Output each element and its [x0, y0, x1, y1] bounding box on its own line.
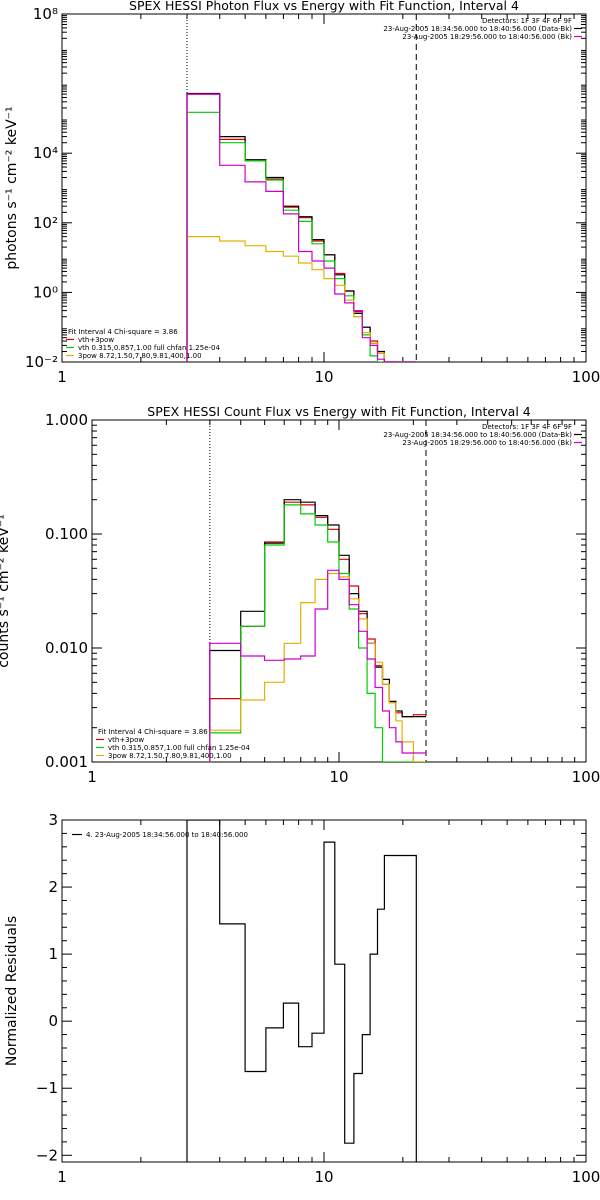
y-tick-label: 10² [33, 214, 58, 232]
chart-panel-2: SPEX HESSI Count Flux vs Energy with Fit… [0, 404, 600, 786]
series-group [186, 820, 417, 1162]
y-tick-label: −1 [36, 1079, 58, 1097]
y-tick-label: 3 [48, 811, 58, 829]
y-axis-label: counts s⁻¹ cm⁻² keV⁻¹ [0, 514, 12, 668]
y-tick-label: 0 [48, 1012, 58, 1030]
x-tick-label: 10 [329, 768, 348, 786]
legend-bottom-left-entry: vth 0.315,0.857,1.00 full chfan 1.25e-04 [78, 344, 220, 352]
legend-top-right-entry: 23-Aug-2005 18:34:56.000 to 18:40:56.000… [383, 431, 572, 439]
legend-top-right-entry: Detectors: 1F 3F 4F 6F 9F [482, 423, 572, 431]
legend-top-right-entry: Detectors: 1F 3F 4F 6F 9F [482, 17, 572, 25]
legend-bottom-left-entry: Fit Interval 4 Chi-square = 3.86 [68, 328, 178, 336]
y-tick-label: 10⁰ [33, 283, 58, 301]
y-tick-label: 1 [48, 945, 58, 963]
legend-bottom-left-entry: Fit Interval 4 Chi-square = 3.86 [98, 728, 208, 736]
series-line-yellow [209, 572, 426, 762]
legend-bottom-left-entry: vth 0.315,0.857,1.00 full chfan 1.25e-04 [108, 744, 250, 752]
series-line-green [186, 111, 417, 362]
legend-bottom-left-entry: 3pow 8.72,1.50,7.80,9.81,400,1.00 [78, 352, 202, 360]
series-line-black [209, 499, 426, 762]
series-line-black [186, 820, 417, 1162]
legend-bottom-left-entry: 3pow 8.72,1.50,7.80,9.81,400,1.00 [108, 752, 232, 760]
x-tick-label: 10 [314, 368, 333, 386]
series-group [209, 499, 426, 762]
series-line-black [186, 92, 417, 362]
series-line-green [209, 504, 426, 762]
y-tick-label: 1.000 [45, 411, 88, 429]
series-line-red [209, 501, 426, 762]
y-tick-label: 10⁻² [25, 353, 58, 371]
legend-top-left-entry: 4. 23-Aug-2005 18:34:56.000 to 18:40:56.… [86, 831, 248, 839]
series-group [186, 92, 417, 362]
y-tick-label: 0.001 [45, 753, 88, 771]
y-axis-label: Normalized Residuals [4, 916, 20, 1066]
x-tick-label: 1 [87, 768, 97, 786]
series-line-magenta [209, 569, 426, 762]
legend-bottom-left-entry: vth+3pow [108, 736, 144, 744]
x-tick-label: 100 [572, 1168, 600, 1186]
x-tick-label: 100 [572, 368, 600, 386]
x-tick-label: 1 [57, 368, 67, 386]
legend-top-right-entry: 23-Aug-2005 18:34:56.000 to 18:40:56.000… [383, 25, 572, 33]
y-tick-label: 10⁴ [33, 144, 58, 162]
x-tick-label: 10 [314, 1168, 333, 1186]
plot-frame [61, 13, 587, 363]
legend-bottom-left-entry: vth+3pow [78, 336, 114, 344]
chart-panel-1: SPEX HESSI Photon Flux vs Energy with Fi… [4, 0, 600, 386]
legend-top-right-entry: 23-Aug-2005 18:29:56.000 to 18:40:56.000… [402, 33, 572, 41]
y-axis-label: photons s⁻¹ cm⁻² keV⁻¹ [4, 106, 20, 269]
x-tick-label: 100 [572, 768, 600, 786]
series-line-magenta [186, 93, 417, 362]
series-line-yellow [186, 236, 417, 362]
x-tick-label: 1 [57, 1168, 67, 1186]
y-tick-label: 0.100 [45, 525, 88, 543]
y-tick-label: −2 [36, 1146, 58, 1164]
chart-title: SPEX HESSI Photon Flux vs Energy with Fi… [129, 0, 519, 13]
plot-frame [91, 419, 587, 763]
y-tick-label: 0.010 [45, 639, 88, 657]
y-tick-label: 10⁸ [33, 5, 58, 23]
y-tick-label: 2 [48, 878, 58, 896]
series-line-red [186, 93, 417, 362]
legend-top-right-entry: 23-Aug-2005 18:29:56.000 to 18:40:56.000… [402, 439, 572, 447]
chart-title: SPEX HESSI Count Flux vs Energy with Fit… [147, 404, 530, 419]
